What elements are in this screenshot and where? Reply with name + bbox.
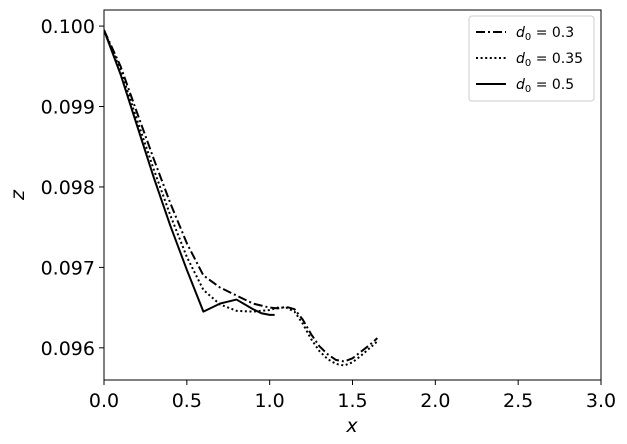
y-tick-label: 0.098 xyxy=(41,177,95,199)
legend-label-3: d0 = 0.5 xyxy=(516,77,574,95)
y-tick-label: 0.096 xyxy=(41,338,95,360)
y-tick-label: 0.097 xyxy=(41,257,95,279)
y-axis-label: z xyxy=(7,189,29,201)
y-tick-label: 0.099 xyxy=(41,97,95,119)
y-tick-label: 0.100 xyxy=(41,16,95,38)
legend-label-2: d0 = 0.35 xyxy=(516,51,583,69)
x-tick-label: 0.5 xyxy=(172,390,202,412)
x-tick-label: 3.0 xyxy=(586,390,616,412)
y-axis: 0.096 0.097 0.098 0.099 0.100 xyxy=(41,16,104,360)
series-layer xyxy=(104,29,379,367)
series-line-1 xyxy=(104,29,379,363)
x-tick-label: 0.0 xyxy=(89,390,119,412)
x-tick-label: 2.0 xyxy=(420,390,450,412)
legend: d0 = 0.3 d0 = 0.35 d0 = 0.5 xyxy=(468,15,595,102)
legend-label-1: d0 = 0.3 xyxy=(516,25,574,43)
series-line-3 xyxy=(104,29,275,316)
series-line-2 xyxy=(104,29,379,367)
x-axis: 0.0 0.5 1.0 1.5 2.0 2.5 3.0 xyxy=(89,380,616,412)
x-tick-label: 1.0 xyxy=(255,390,285,412)
x-tick-label: 1.5 xyxy=(337,390,367,412)
legend-box xyxy=(468,15,595,102)
x-tick-label: 2.5 xyxy=(503,390,533,412)
x-axis-label: x xyxy=(345,415,358,437)
